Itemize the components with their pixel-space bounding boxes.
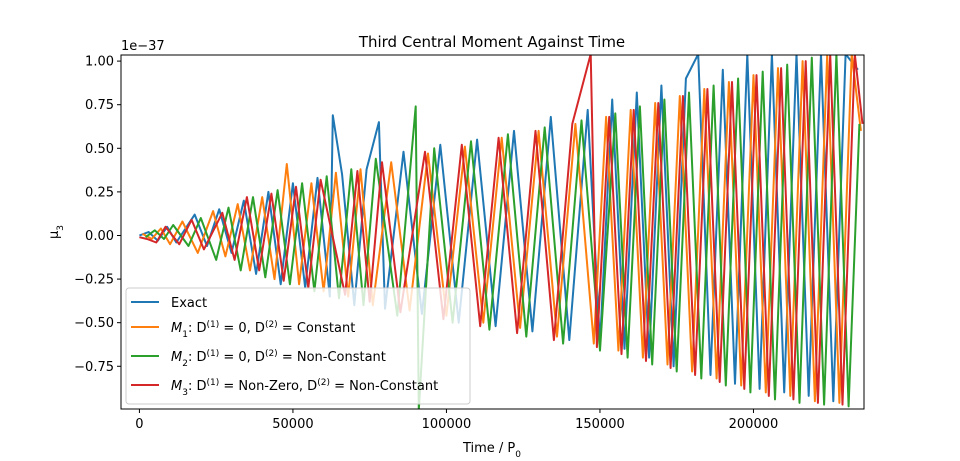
y-tick-label: 0.25 — [85, 185, 114, 200]
y-axis-label: μ3 — [47, 225, 66, 239]
y-axis: −0.75 −0.50 −0.25 0.00 0.25 0.50 0.75 1.00 — [74, 55, 121, 375]
series-line-m2 — [145, 55, 861, 409]
x-axis: 0 50000 100000 150000 200000 — [135, 409, 778, 432]
series-line-m1 — [142, 55, 862, 404]
y-tick-label: −0.50 — [74, 316, 114, 331]
x-axis-label: Time / P0 — [462, 441, 521, 460]
legend: Exact M1: D(1) = 0, D(2) = Constant M2: D(… — [125, 287, 471, 405]
x-tick-label: 50000 — [272, 417, 313, 432]
y-tick-label: −0.75 — [74, 360, 114, 375]
series-layer — [139, 55, 864, 409]
y-tick-label: 0.00 — [85, 229, 114, 244]
legend-label-m3: M3: D(1) = Non-Zero, D(2) = Non-Constant — [171, 378, 438, 398]
y-offset-text: 1e−37 — [121, 39, 165, 54]
series-line-exact — [139, 55, 859, 403]
plot-frame — [120, 54, 865, 410]
x-tick-label: 0 — [135, 417, 143, 432]
series-line-m3 — [139, 55, 864, 406]
legend-label-exact: Exact — [171, 296, 207, 311]
y-tick-label: 0.50 — [85, 142, 114, 157]
x-tick-label: 100000 — [422, 417, 472, 432]
y-tick-label: 0.75 — [85, 98, 114, 113]
y-tick-label: 1.00 — [85, 55, 114, 70]
legend-box — [125, 287, 471, 405]
y-tick-label: −0.25 — [74, 273, 114, 288]
legend-label-m1: M1: D(1) = 0, D(2) = Constant — [171, 320, 355, 340]
chart-title: Third Central Moment Against Time — [358, 33, 625, 51]
x-tick-label: 200000 — [729, 417, 779, 432]
legend-label-m2: M2: D(1) = 0, D(2) = Non-Constant — [171, 349, 386, 369]
x-tick-label: 150000 — [575, 417, 625, 432]
